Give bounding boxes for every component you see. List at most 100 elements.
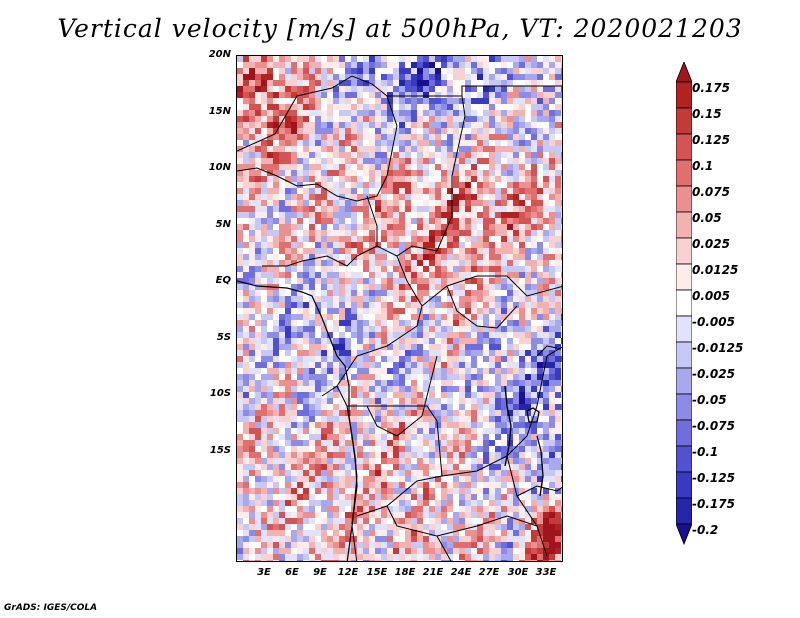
heatmap-cell (303, 62, 309, 68)
heatmap-cell (369, 458, 375, 464)
heatmap-cell (327, 470, 333, 476)
heatmap-cell (381, 488, 387, 494)
heatmap-cell (309, 428, 315, 434)
heatmap-cell (387, 536, 393, 542)
heatmap-cell (471, 92, 477, 98)
heatmap-cell (249, 176, 255, 182)
heatmap-cell (273, 194, 279, 200)
heatmap-cell (363, 290, 369, 296)
colorbar-label: 0.05 (692, 211, 722, 225)
border-line (262, 245, 378, 267)
heatmap-cell (501, 218, 507, 224)
heatmap-cell (357, 428, 363, 434)
heatmap-cell (417, 188, 423, 194)
heatmap-cell (309, 290, 315, 296)
heatmap-cell (501, 392, 507, 398)
heatmap-cell (357, 200, 363, 206)
heatmap-cell (501, 488, 507, 494)
heatmap-cell (543, 242, 549, 248)
heatmap-cell (417, 230, 423, 236)
heatmap-cell (237, 542, 243, 548)
heatmap-cell (537, 218, 543, 224)
heatmap-cell (363, 428, 369, 434)
heatmap-cell (387, 446, 393, 452)
heatmap-cell (537, 506, 543, 512)
heatmap-cell (435, 410, 441, 416)
heatmap-cell (531, 380, 537, 386)
heatmap-cell (507, 446, 513, 452)
heatmap-cell (369, 224, 375, 230)
heatmap-cell (543, 464, 549, 470)
heatmap-cell (489, 92, 495, 98)
heatmap-cell (399, 284, 405, 290)
heatmap-cell (279, 386, 285, 392)
heatmap-cell (447, 542, 453, 548)
heatmap-cell (249, 116, 255, 122)
heatmap-cell (297, 290, 303, 296)
heatmap-cell (459, 482, 465, 488)
heatmap-cell (333, 308, 339, 314)
heatmap-cell (561, 524, 562, 530)
heatmap-cell (321, 524, 327, 530)
heatmap-cell (495, 356, 501, 362)
heatmap-cell (237, 398, 243, 404)
heatmap-cell (483, 170, 489, 176)
heatmap-cell (483, 254, 489, 260)
heatmap-cell (381, 482, 387, 488)
heatmap-cell (237, 296, 243, 302)
heatmap-cell (327, 392, 333, 398)
heatmap-cell (321, 194, 327, 200)
heatmap-cell (513, 62, 519, 68)
heatmap-cell (291, 548, 297, 554)
heatmap-cell (447, 554, 453, 560)
heatmap-cell (249, 128, 255, 134)
heatmap-cell (393, 488, 399, 494)
heatmap-cell (405, 98, 411, 104)
heatmap-cell (537, 554, 543, 560)
heatmap-cell (279, 152, 285, 158)
heatmap-cell (273, 356, 279, 362)
heatmap-cell (279, 158, 285, 164)
heatmap-cell (267, 398, 273, 404)
heatmap-cell (315, 428, 321, 434)
heatmap-cell (249, 482, 255, 488)
heatmap-cell (333, 326, 339, 332)
heatmap-cell (411, 224, 417, 230)
heatmap-cell (387, 362, 393, 368)
heatmap-cell (405, 446, 411, 452)
heatmap-cell (417, 128, 423, 134)
heatmap-cell (249, 344, 255, 350)
heatmap-cell (561, 260, 562, 266)
heatmap-cell (285, 110, 291, 116)
heatmap-cell (507, 290, 513, 296)
heatmap-cell (501, 122, 507, 128)
heatmap-cell (441, 236, 447, 242)
heatmap-cell (273, 500, 279, 506)
heatmap-cell (381, 128, 387, 134)
heatmap-cell (465, 74, 471, 80)
heatmap-cell (495, 392, 501, 398)
heatmap-cell (453, 146, 459, 152)
heatmap-cell (237, 146, 243, 152)
heatmap-cell (429, 524, 435, 530)
heatmap-cell (459, 428, 465, 434)
heatmap-cell (315, 398, 321, 404)
heatmap-cell (375, 368, 381, 374)
heatmap-cell (423, 74, 429, 80)
heatmap-cell (429, 260, 435, 266)
heatmap-cell (477, 74, 483, 80)
heatmap-cell (471, 440, 477, 446)
heatmap-cell (471, 224, 477, 230)
heatmap-cell (237, 338, 243, 344)
heatmap-cell (339, 512, 345, 518)
heatmap-cell (483, 506, 489, 512)
heatmap-cell (327, 140, 333, 146)
heatmap-cell (441, 428, 447, 434)
heatmap-cell (513, 170, 519, 176)
heatmap-cell (537, 332, 543, 338)
heatmap-cell (255, 224, 261, 230)
heatmap-cell (507, 260, 513, 266)
heatmap-cell (549, 200, 555, 206)
heatmap-cell (303, 302, 309, 308)
heatmap-cell (429, 104, 435, 110)
